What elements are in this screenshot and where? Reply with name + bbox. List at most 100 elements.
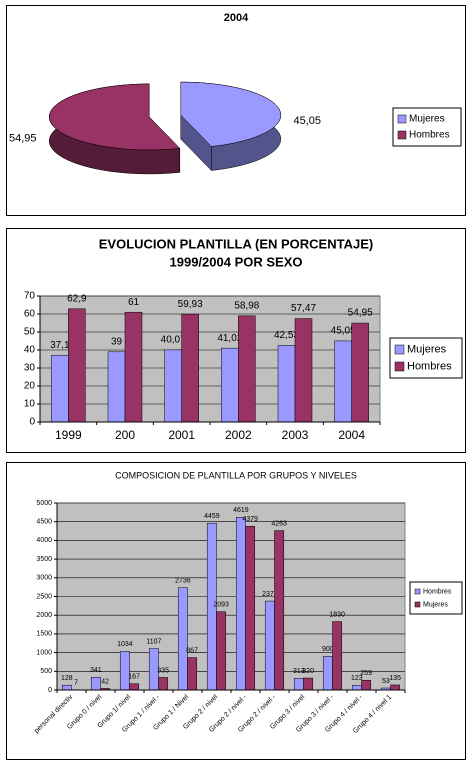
- bar: [216, 611, 227, 691]
- data-label: 42,53: [274, 330, 299, 341]
- data-label: 7: [74, 680, 78, 687]
- bar: [164, 349, 182, 423]
- bar: [51, 354, 69, 423]
- data-label: 61: [128, 297, 140, 308]
- data-label: 54,95: [9, 133, 37, 145]
- pie-slice: [48, 83, 181, 151]
- y-tick-label: 50: [24, 327, 36, 338]
- legend-label: Hombres: [409, 130, 450, 141]
- data-label: 4379: [242, 516, 258, 523]
- data-label: 41,02: [217, 333, 242, 344]
- y-tick-label: 4000: [36, 537, 52, 544]
- data-label: 2093: [213, 602, 229, 609]
- legend-label: Mujeres: [409, 114, 445, 125]
- y-tick-label: 4500: [36, 519, 52, 526]
- data-label: 867: [186, 647, 198, 654]
- bar: [158, 677, 169, 691]
- data-label: 320: [302, 668, 314, 675]
- data-label: 1830: [329, 611, 345, 618]
- data-label: 4459: [204, 513, 220, 520]
- bar: [61, 684, 72, 691]
- data-label: 42: [101, 678, 109, 685]
- pie-slice: [180, 81, 282, 147]
- data-label: 4619: [233, 507, 249, 514]
- bar: [90, 676, 101, 691]
- legend-swatch: [414, 601, 421, 608]
- x-tick-label: 200: [115, 428, 135, 442]
- data-label: 167: [128, 674, 140, 681]
- y-tick-label: 2500: [36, 593, 52, 600]
- bar: [245, 525, 256, 691]
- x-tick-label: 2001: [168, 428, 195, 442]
- data-label: 58,98: [234, 300, 259, 311]
- bar: [68, 308, 86, 423]
- bar: [277, 345, 296, 423]
- bar: [187, 657, 198, 691]
- data-label: 57,47: [291, 303, 316, 314]
- legend: [389, 337, 463, 379]
- y-tick-label: 20: [24, 381, 36, 392]
- plot-area: [39, 295, 381, 423]
- y-tick-label: 30: [24, 363, 36, 374]
- chart-title: COMPOSICION DE PLANTILLA POR GRUPOS Y NI…: [115, 470, 357, 480]
- y-tick-label: 0: [48, 687, 52, 694]
- legend-swatch: [414, 588, 421, 595]
- bar: [334, 340, 352, 423]
- bar: [177, 587, 188, 691]
- legend: [392, 107, 462, 147]
- legend-label: Mujeres: [423, 601, 448, 608]
- data-label: 135: [389, 675, 401, 682]
- data-label: 45,05: [331, 326, 356, 337]
- bar: [351, 322, 369, 423]
- legend-label: Hombres: [423, 588, 452, 595]
- bar: [129, 683, 140, 691]
- y-tick-label: 3500: [36, 556, 52, 563]
- data-label: 4263: [271, 520, 287, 527]
- bar: [221, 347, 239, 423]
- x-tick-label: 2004: [338, 428, 365, 442]
- data-label: 54,95: [348, 308, 373, 319]
- chart-title: 2004: [224, 12, 249, 24]
- data-label: 313: [293, 668, 305, 675]
- bar: [119, 651, 130, 691]
- bar: [322, 656, 333, 691]
- bar: [303, 677, 314, 691]
- legend-swatch: [397, 130, 407, 140]
- chart-title: 1999/2004 POR SEXO: [170, 254, 303, 269]
- data-label: 2736: [175, 578, 191, 585]
- y-tick-label: 500: [40, 668, 52, 675]
- chart-title: EVOLUCION PLANTILLA (EN PORCENTAJE): [99, 236, 373, 251]
- x-tick-label: 1999: [55, 428, 82, 442]
- data-label: 53: [382, 678, 390, 685]
- bar: [264, 600, 275, 691]
- data-label: 39: [111, 336, 123, 347]
- bar: [361, 680, 372, 691]
- y-tick-label: 10: [24, 399, 36, 410]
- data-label: 59,93: [178, 299, 203, 310]
- data-label: 1107: [146, 638, 161, 645]
- bar: [107, 351, 126, 423]
- legend-swatch: [394, 361, 405, 372]
- y-tick-label: 2000: [36, 612, 52, 619]
- bar: [294, 318, 313, 423]
- y-tick-label: 1000: [36, 649, 52, 656]
- y-tick-label: 60: [24, 309, 36, 320]
- data-label: 1034: [117, 641, 133, 648]
- data-label: 37,1: [50, 340, 70, 351]
- x-tick-label: 2002: [225, 428, 252, 442]
- legend-swatch: [394, 344, 405, 355]
- data-label: 2377: [262, 591, 278, 598]
- legend-label: Hombres: [407, 360, 452, 372]
- data-label: 123: [351, 675, 363, 682]
- x-tick-label: 2003: [282, 428, 309, 442]
- bar: [235, 516, 246, 691]
- data-label: 335: [157, 667, 169, 674]
- legend-swatch: [397, 114, 407, 124]
- data-label: 62,9: [67, 293, 87, 304]
- data-label: 45,05: [293, 115, 321, 127]
- y-tick-label: 70: [24, 291, 36, 302]
- y-tick-label: 0: [29, 417, 35, 428]
- y-tick-label: 1500: [36, 631, 52, 638]
- bar: [351, 685, 362, 691]
